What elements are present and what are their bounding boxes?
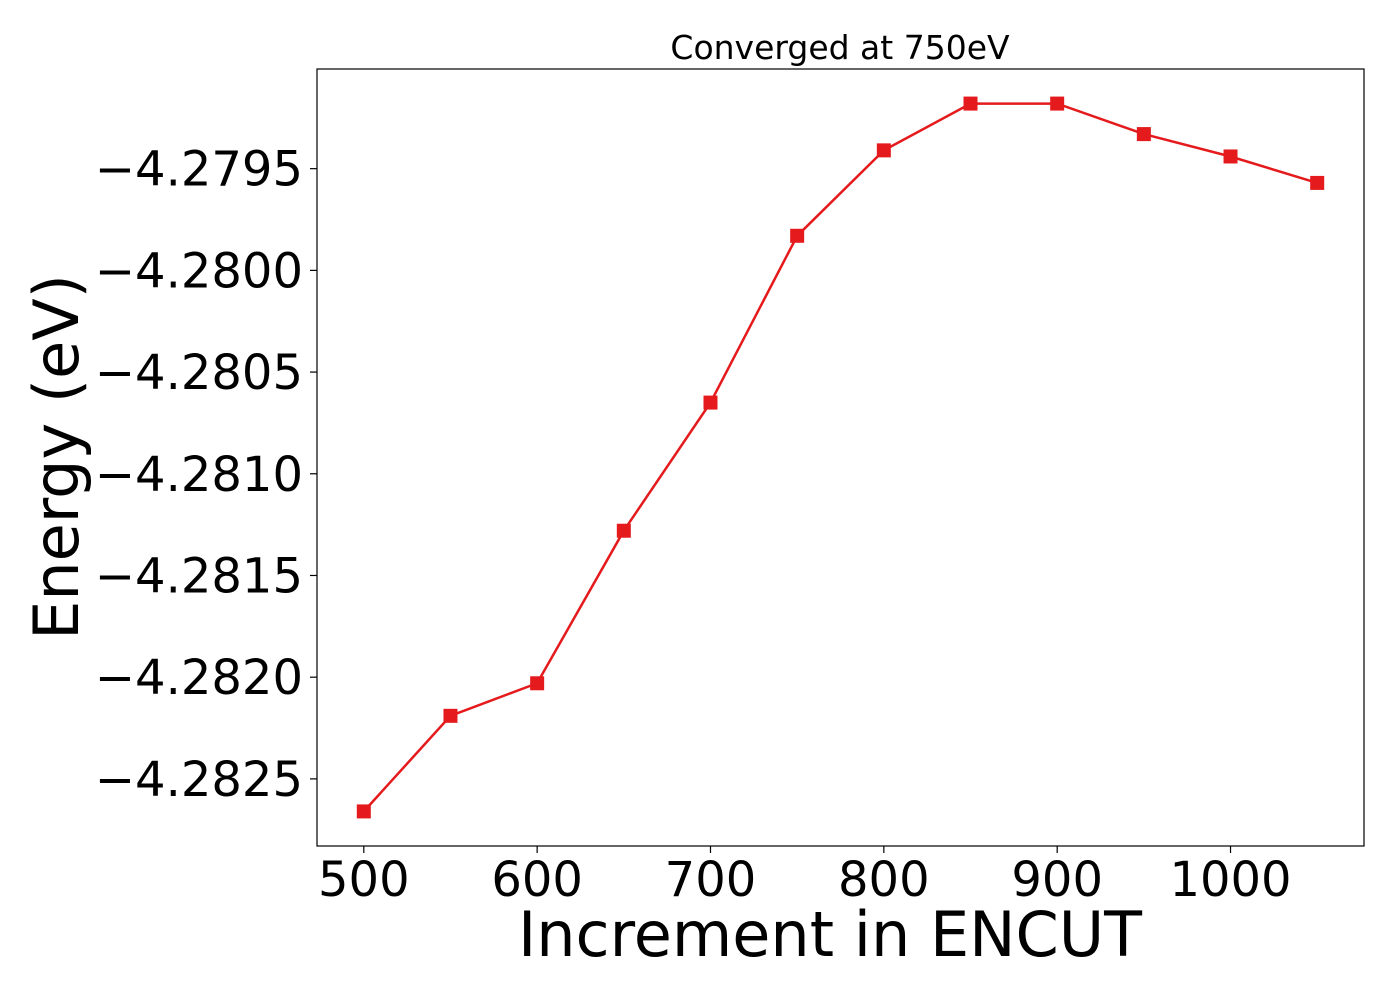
y-tick-label: −4.2825: [95, 752, 303, 808]
x-tick-label: 800: [838, 852, 930, 908]
x-axis-ticks: 500 600 700 800 900 1000: [318, 846, 1292, 908]
y-axis-label: Energy (eV): [20, 274, 93, 640]
y-tick-label: −4.2800: [95, 243, 303, 299]
y-tick-label: −4.2810: [95, 447, 303, 503]
data-point: [616, 523, 631, 538]
y-tick-label: −4.2795: [95, 142, 303, 198]
x-tick-label: 500: [318, 852, 410, 908]
data-point: [876, 143, 891, 158]
y-tick-label: −4.2815: [95, 548, 303, 604]
x-tick-label: 1000: [1169, 852, 1291, 908]
data-point: [1136, 127, 1151, 142]
data-point: [790, 228, 805, 243]
plot-area: [356, 96, 1325, 819]
data-point: [1223, 149, 1238, 164]
data-point: [703, 395, 718, 410]
data-point: [356, 804, 371, 819]
data-point: [443, 708, 458, 723]
y-tick-label: −4.2805: [95, 345, 303, 401]
series-line: [362, 102, 1318, 813]
x-tick-label: 700: [665, 852, 757, 908]
data-point: [1050, 96, 1065, 111]
x-tick-label: 600: [491, 852, 583, 908]
y-tick-label: −4.2820: [95, 650, 303, 706]
data-point: [530, 676, 545, 691]
y-axis-ticks: −4.2825 −4.2820 −4.2815 −4.2810 −4.2805 −4.28…: [95, 142, 317, 808]
plot-frame: [316, 68, 1365, 847]
x-tick-label: 900: [1011, 852, 1103, 908]
data-point: [1310, 175, 1325, 190]
chart-title: Converged at 750eV: [670, 28, 1010, 67]
data-point: [963, 96, 978, 111]
x-axis-label: Increment in ENCUT: [518, 898, 1143, 971]
series-markers: [356, 96, 1325, 819]
